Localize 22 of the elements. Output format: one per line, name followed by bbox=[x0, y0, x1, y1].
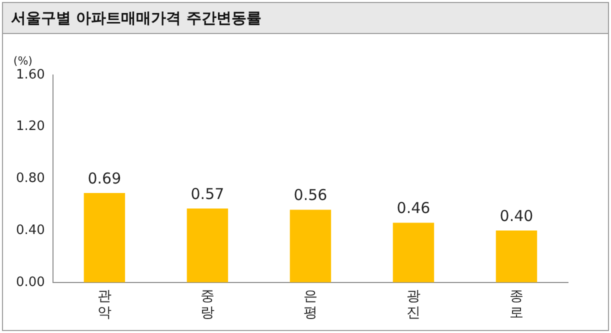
x-tick-label: 중랑 bbox=[200, 288, 214, 322]
x-tick-label: 은평 bbox=[303, 288, 318, 322]
data-label: 0.69 bbox=[88, 169, 122, 188]
data-label: 0.56 bbox=[294, 186, 328, 204]
y-tick-label: 0.40 bbox=[16, 222, 45, 238]
x-tick-label: 종로 bbox=[509, 288, 524, 322]
bar bbox=[186, 208, 228, 282]
chart-title: 서울구별 아파트매매가격 주간변동률 bbox=[3, 3, 608, 34]
x-tick-label: 광진 bbox=[406, 288, 420, 322]
bar bbox=[496, 230, 538, 282]
bar bbox=[290, 210, 332, 282]
bar bbox=[84, 192, 126, 282]
data-label: 0.57 bbox=[190, 184, 224, 203]
y-tick-label: 0.80 bbox=[16, 171, 45, 186]
bar bbox=[392, 222, 434, 282]
y-tick-label: 1.20 bbox=[16, 119, 45, 134]
y-tick-label: 1.60 bbox=[16, 67, 45, 82]
data-label: 0.40 bbox=[500, 206, 534, 225]
data-label: 0.46 bbox=[396, 199, 430, 218]
y-tick-label: 0.00 bbox=[16, 274, 45, 290]
y-axis-title: (%) bbox=[13, 54, 32, 68]
x-tick-label: 관악 bbox=[97, 288, 112, 322]
